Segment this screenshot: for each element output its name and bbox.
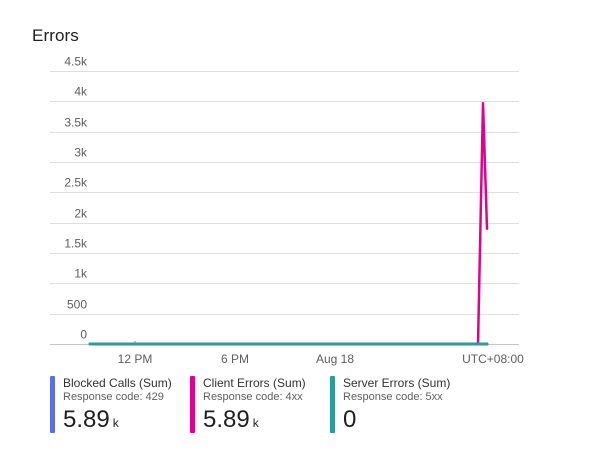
y-tick-label: 2.5k [64, 176, 88, 190]
legend-series-subtitle: Response code: 5xx [343, 391, 443, 403]
x-tick-label: 12 PM [118, 352, 153, 366]
x-tick-label: Aug 18 [316, 352, 354, 366]
y-tick-label: 3.5k [64, 116, 88, 130]
y-tick-label: 0 [80, 328, 87, 342]
legend-series-value: 0 [343, 406, 359, 434]
legend-series-subtitle: Response code: 429 [63, 391, 164, 403]
legend-value-unit: k [252, 416, 259, 430]
y-tick-label: 500 [67, 298, 87, 312]
x-tick-label: UTC+08:00 [462, 352, 524, 366]
legend-series-value: 5.89 k [203, 406, 259, 434]
y-tick-label: 1.5k [64, 237, 88, 251]
errors-chart: 0 500 1k 1.5k 2k 2.5k 3k 3.5k 4k 4.5k 12 PM 6 PM Au… [50, 55, 524, 366]
legend-series-name: Server Errors (Sum) [343, 376, 451, 390]
legend-series-value: 5.89 k [63, 406, 119, 434]
legend-color-swatch [190, 376, 195, 433]
y-tick-label: 2k [74, 207, 88, 221]
legend-value-number: 5.89 [203, 406, 250, 433]
legend-value-number: 0 [343, 406, 357, 433]
y-tick-label: 4k [74, 85, 88, 99]
legend-value-unit: k [112, 416, 119, 430]
y-tick-label: 3k [74, 146, 88, 160]
legend-value-number: 5.89 [63, 406, 110, 433]
legend-color-swatch [330, 376, 335, 433]
legend-color-swatch [50, 376, 55, 433]
chart-title: Errors [32, 26, 79, 45]
legend-series-subtitle: Response code: 4xx [203, 391, 303, 403]
y-tick-label: 1k [74, 267, 88, 281]
legend-series-name: Blocked Calls (Sum) [63, 376, 172, 390]
y-tick-label: 4.5k [64, 55, 88, 69]
legend-series-name: Client Errors (Sum) [203, 376, 306, 390]
x-tick-label: 6 PM [221, 352, 249, 366]
